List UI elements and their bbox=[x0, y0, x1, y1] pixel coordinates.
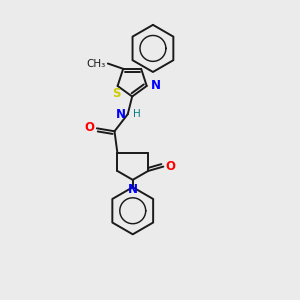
Text: O: O bbox=[84, 121, 94, 134]
Text: O: O bbox=[166, 160, 176, 172]
Text: CH₃: CH₃ bbox=[86, 58, 106, 68]
Text: S: S bbox=[112, 87, 120, 101]
Text: H: H bbox=[133, 109, 141, 118]
Text: N: N bbox=[116, 108, 125, 121]
Text: N: N bbox=[128, 183, 138, 196]
Text: N: N bbox=[151, 80, 160, 92]
